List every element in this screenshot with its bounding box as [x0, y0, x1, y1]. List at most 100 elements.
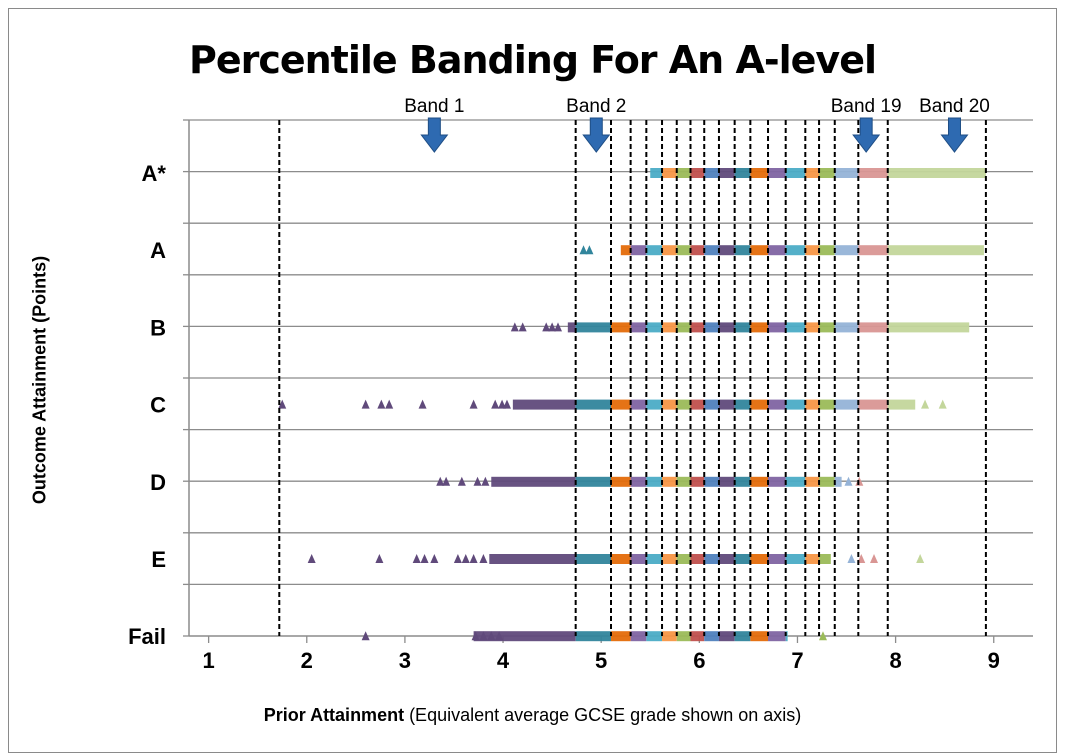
data-range-A*	[834, 168, 859, 178]
data-range-D	[785, 476, 806, 487]
data-range-C	[750, 399, 769, 410]
data-range-B	[768, 322, 786, 333]
data-range-Fail	[734, 631, 751, 642]
data-range-D	[750, 476, 769, 487]
data-point-E	[916, 554, 925, 563]
data-range-B	[611, 322, 631, 333]
data-range-Fail	[662, 631, 677, 642]
axes: 1 2 3 4 5 6 7 8 9	[183, 119, 1033, 673]
data-point-D	[844, 476, 853, 486]
data-point-E	[461, 554, 470, 563]
data-point-B	[548, 322, 557, 332]
data-point-E	[469, 554, 478, 563]
down-arrow-icon	[582, 117, 611, 153]
data-point-D	[457, 476, 466, 486]
data-point-Fail	[487, 631, 496, 641]
data-point-B	[518, 322, 527, 332]
data-range-C	[662, 399, 677, 410]
data-point-E	[412, 554, 421, 563]
data-point-E	[430, 554, 439, 563]
data-point-C	[385, 399, 394, 409]
data-range-E	[611, 554, 631, 564]
data-range-A	[834, 245, 859, 256]
band-label: Band 19	[831, 96, 902, 117]
data-range-A*	[734, 168, 751, 178]
data-range-C	[611, 399, 631, 410]
data-range-D	[676, 476, 691, 487]
data-range-E	[718, 554, 735, 564]
y-tick-label: Fail	[128, 624, 166, 649]
down-arrow-icon	[940, 117, 969, 153]
data-point-D	[473, 476, 482, 486]
data-point-E	[870, 554, 879, 563]
data-range-Fail	[718, 631, 735, 642]
x-axis-label-bold: Prior Attainment	[263, 705, 405, 725]
data-range-D	[690, 476, 705, 487]
data-range-Fail	[473, 631, 576, 642]
y-tick-label: D	[150, 470, 166, 495]
data-range-A	[887, 245, 984, 256]
chart-frame	[8, 8, 1057, 753]
data-range-E	[704, 554, 719, 564]
data-range-A*	[718, 168, 735, 178]
data-range-E	[750, 554, 769, 564]
data-range-A	[858, 245, 888, 256]
data-range-C	[887, 399, 916, 410]
y-tick-label: E	[151, 547, 166, 572]
data-marks	[278, 168, 986, 642]
data-range-C	[805, 399, 820, 410]
data-range-A*	[704, 168, 719, 178]
data-range-B	[887, 322, 970, 333]
x-tick-label: 2	[301, 648, 313, 673]
x-tick-label: 9	[988, 648, 1000, 673]
data-range-B	[567, 322, 576, 333]
data-range-D	[734, 476, 751, 487]
data-range-B	[690, 322, 705, 333]
band-lines	[278, 120, 987, 636]
data-point-B	[510, 322, 519, 332]
data-range-A	[630, 245, 647, 256]
data-range-E	[819, 554, 831, 564]
data-range-C	[646, 399, 663, 410]
data-range-D	[819, 476, 835, 487]
data-range-D	[834, 476, 842, 487]
data-range-B	[819, 322, 835, 333]
data-range-Fail	[768, 631, 786, 642]
x-tick-label: 5	[595, 648, 607, 673]
data-range-A*	[676, 168, 691, 178]
data-range-D	[611, 476, 631, 487]
data-point-E	[307, 554, 316, 563]
data-range-C	[630, 399, 647, 410]
data-point-E	[453, 554, 462, 563]
down-arrow-icon	[420, 117, 449, 153]
x-tick-label: 8	[889, 648, 901, 673]
data-point-D	[481, 476, 490, 486]
data-point-C	[502, 399, 511, 409]
data-range-Fail	[646, 631, 663, 642]
data-range-E	[768, 554, 786, 564]
data-point-C	[418, 399, 427, 409]
data-point-Fail	[471, 631, 480, 641]
data-range-A	[704, 245, 719, 256]
y-tick-label: B	[150, 315, 166, 340]
data-range-E	[662, 554, 677, 564]
x-tick-label: 6	[693, 648, 705, 673]
data-range-E	[489, 554, 576, 564]
data-range-C	[704, 399, 719, 410]
data-range-Fail	[575, 631, 611, 642]
data-range-B	[704, 322, 719, 333]
band-label: Band 2	[566, 96, 626, 117]
data-range-C	[768, 399, 786, 410]
data-range-A	[662, 245, 677, 256]
data-range-A*	[750, 168, 769, 178]
data-range-C	[785, 399, 806, 410]
data-range-C	[512, 399, 576, 410]
data-range-D	[491, 476, 576, 487]
data-point-A	[579, 245, 588, 255]
data-range-B	[734, 322, 751, 333]
data-range-B	[805, 322, 820, 333]
data-range-A*	[805, 168, 820, 178]
data-range-A*	[819, 168, 835, 178]
data-range-C	[575, 399, 611, 410]
